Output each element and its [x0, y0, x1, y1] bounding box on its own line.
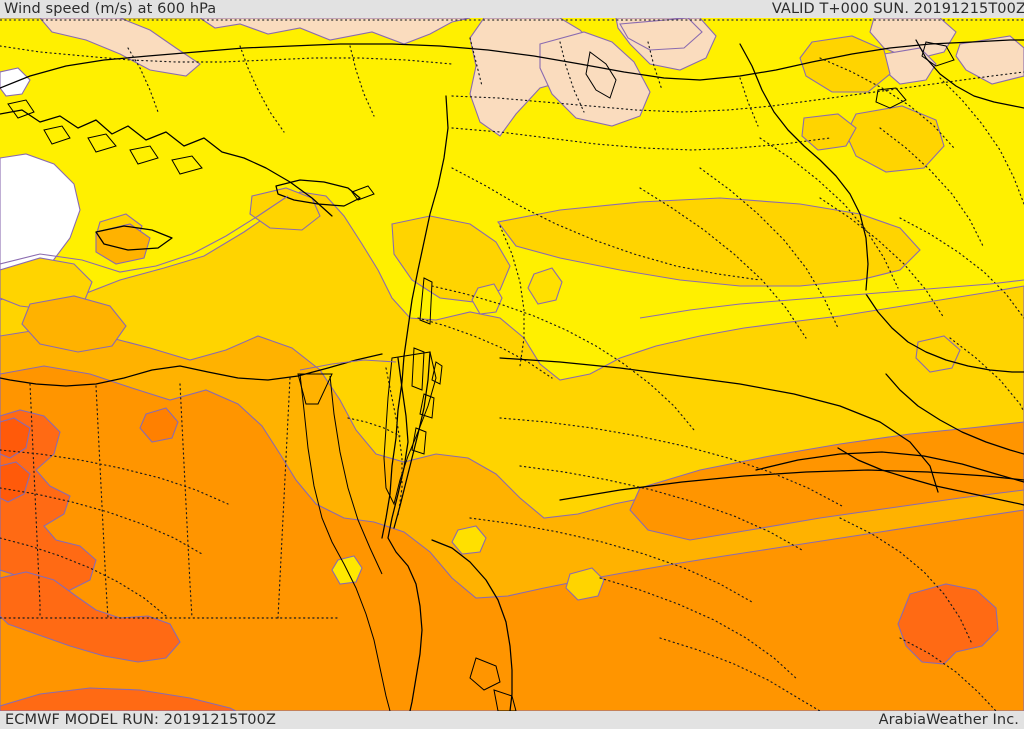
page-title: Wind speed (m/s) at 600 hPa [4, 1, 217, 17]
coastline-group [0, 39, 1024, 711]
valid-time-label: VALID T+000 SUN. 20191215T00Z [771, 1, 1024, 17]
footer-bar: ECMWF MODEL RUN: 20191215T00Z ArabiaWeat… [0, 711, 1024, 729]
band-deep-orange-group [0, 409, 237, 711]
header-bar: Wind speed (m/s) at 600 hPa VALID T+000 … [0, 0, 1024, 18]
model-run-label: ECMWF MODEL RUN: 20191215T00Z [5, 712, 276, 728]
arabia-deep-orange-cell [897, 583, 999, 665]
band-orange-group [0, 365, 1024, 711]
weather-map-canvas[interactable] [0, 18, 1024, 711]
arabia-orange-wedge [629, 421, 1024, 541]
attribution-label: ArabiaWeather Inc. [878, 712, 1019, 728]
contour-line-overlay-group [0, 195, 1024, 371]
amber-pocket-group [95, 223, 151, 265]
contour-pocket-golden-group [95, 113, 857, 249]
small-contour-pocket-group [139, 267, 605, 601]
country-border-group [0, 19, 1024, 711]
wind-speed-contour-plot [0, 18, 1024, 711]
